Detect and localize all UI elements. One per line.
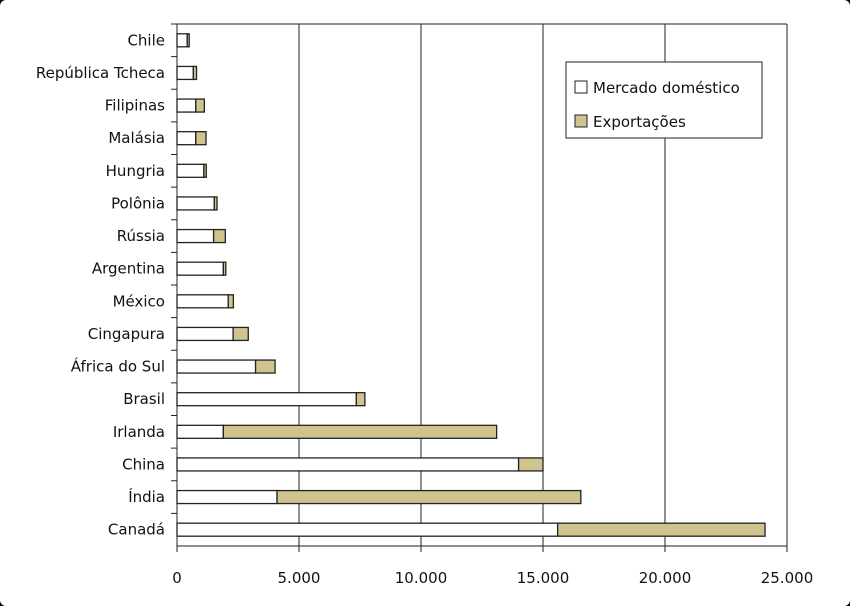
bar-exports <box>222 261 227 276</box>
bar-exports <box>212 228 226 244</box>
bar-domestic <box>176 457 520 472</box>
bar-exports <box>186 33 190 48</box>
bar-exports <box>195 98 205 113</box>
bar-domestic <box>176 294 229 309</box>
y-category-label: Hungria <box>106 162 165 180</box>
bar-domestic <box>176 359 257 374</box>
x-tick-label: 15.000 <box>517 569 570 587</box>
bar-domestic <box>176 326 234 342</box>
y-category-label: República Tcheca <box>36 64 165 82</box>
bar-domestic <box>176 65 194 81</box>
bar-exports <box>192 65 198 81</box>
legend-swatch-exports <box>574 114 588 128</box>
bar-exports <box>276 489 582 505</box>
bar-domestic <box>176 98 197 113</box>
bar-domestic <box>176 424 225 439</box>
bar-exports <box>222 424 498 439</box>
y-category-label: Filipinas <box>105 97 165 115</box>
bar-exports <box>203 163 207 178</box>
bar-domestic <box>176 522 559 537</box>
bar-domestic <box>176 163 205 178</box>
bar-exports <box>254 359 276 374</box>
bar-exports <box>517 457 544 472</box>
y-category-label: China <box>122 455 165 473</box>
y-category-label: Polônia <box>111 194 165 212</box>
y-category-label: Irlanda <box>113 423 165 441</box>
bar-exports <box>556 522 766 537</box>
bar-exports <box>232 326 249 342</box>
bar-domestic <box>176 196 215 211</box>
y-category-label: México <box>113 292 165 310</box>
x-tick-label: 25.000 <box>761 569 814 587</box>
legend-label-exports: Exportações <box>593 113 686 131</box>
bar-domestic <box>176 228 215 244</box>
y-category-label: Chile <box>127 31 165 49</box>
bar-domestic <box>176 33 188 48</box>
bar-domestic <box>176 131 197 146</box>
x-tick-label: 0 <box>172 569 182 587</box>
bar-domestic <box>176 261 225 276</box>
bar-exports <box>195 131 207 146</box>
y-category-label: Malásia <box>108 129 165 147</box>
x-tick-label: 10.000 <box>395 569 448 587</box>
legend-swatch-domestic <box>574 80 588 94</box>
y-category-label: Índia <box>128 487 165 506</box>
y-category-label: Brasil <box>123 390 165 408</box>
y-category-label: Rússia <box>117 227 165 245</box>
bar-exports <box>227 294 235 309</box>
y-category-label: África do Sul <box>71 357 165 376</box>
x-tick-label: 5.000 <box>278 569 321 587</box>
legend: Mercado doméstico Exportações <box>565 61 763 139</box>
y-category-label: Cingapura <box>88 325 165 343</box>
bar-exports <box>355 392 366 407</box>
bar-domestic <box>176 392 357 407</box>
bar-exports <box>213 196 218 211</box>
y-category-label: Argentina <box>92 260 165 278</box>
legend-label-domestic: Mercado doméstico <box>593 79 740 97</box>
bar-domestic <box>176 489 278 505</box>
y-category-label: Canadá <box>108 521 165 539</box>
x-tick-label: 20.000 <box>639 569 692 587</box>
